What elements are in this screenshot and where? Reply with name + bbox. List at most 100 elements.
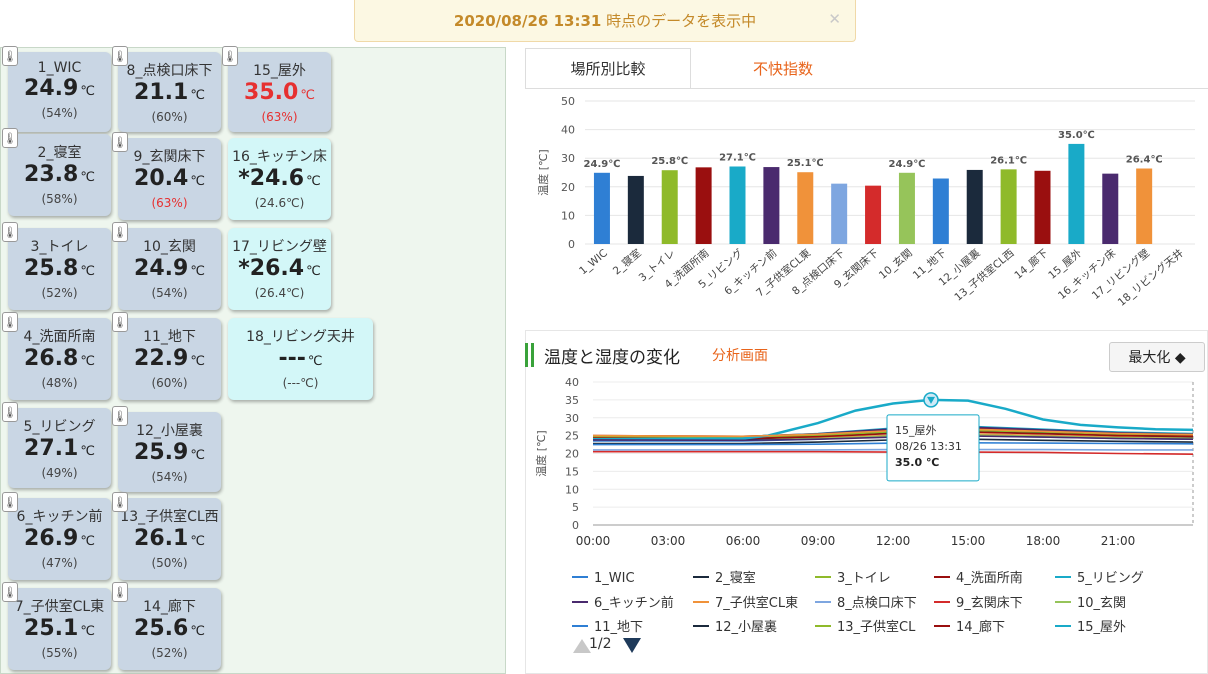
sensor-name: 18_リビング天井 (246, 329, 355, 345)
legend-item[interactable]: 15_屋外 (1055, 620, 1126, 635)
bar (932, 178, 949, 244)
legend-label: 14_廊下 (956, 619, 1005, 635)
sensor-humidity: (49%) (41, 466, 78, 480)
bar (1000, 169, 1017, 244)
tab-discomfort-index[interactable]: 不快指数 (752, 59, 813, 78)
legend-item[interactable]: 8_点検口床下 (815, 596, 917, 611)
bar (966, 169, 983, 244)
maximize-button[interactable]: 最大化 ◆ (1109, 342, 1205, 372)
sensor-name: 3_トイレ (30, 239, 89, 255)
y-tick-label: 5 (572, 501, 579, 514)
series-line (592, 398, 1194, 441)
sensor-card[interactable]: 18_リビング天井 --- ℃ (---℃) (228, 318, 373, 400)
section-title: 温度と湿度の変化 (544, 347, 680, 368)
y-tick-label: 40 (561, 124, 575, 137)
hover-tooltip: 15_屋外 08/26 13:31 35.0 ℃ (886, 414, 980, 482)
thermometer-icon[interactable]: 🌡 (112, 132, 128, 152)
sensor-card[interactable]: 14_廊下 25.6 ℃ (52%) (118, 588, 221, 670)
sensor-card[interactable]: 4_洗面所南 26.8 ℃ (48%) (8, 318, 111, 400)
temperature-value: 26.9 (24, 526, 79, 551)
sensor-card[interactable]: 16_キッチン床 *24.6 ℃ (24.6℃) (228, 138, 331, 220)
thermometer-icon[interactable]: 🌡 (2, 582, 18, 602)
legend-item[interactable]: 13_子供室CL (815, 619, 916, 635)
thermometer-icon[interactable]: 🌡 (2, 222, 18, 242)
location-compare-panel: 0 10 20 30 40 50 温度 [℃] 1_WIC 2_寝室 3_トイレ 4_洗面所南 5_リ… (525, 88, 1208, 324)
sensor-card[interactable]: 9_玄関床下 20.4 ℃ (63%) (118, 138, 221, 220)
legend-item[interactable]: 5_リビング (1055, 571, 1144, 586)
thermometer-icon[interactable]: 🌡 (2, 492, 18, 512)
y-axis-label: 温度 [℃] (536, 149, 550, 195)
sensor-card[interactable]: 3_トイレ 25.8 ℃ (52%) (8, 228, 111, 310)
thermometer-icon[interactable]: 🌡 (2, 128, 18, 148)
temperature-unit: ℃ (80, 624, 95, 639)
temperature-value: 22.9 (134, 346, 189, 371)
x-tick-label: 15:00 (951, 534, 986, 548)
sensor-name: 7_子供室CL東 (14, 599, 105, 615)
bar (797, 172, 814, 244)
legend-label: 3_トイレ (837, 571, 891, 586)
legend-item[interactable]: 3_トイレ (815, 571, 891, 586)
bar (593, 172, 610, 244)
pager-up-icon[interactable] (573, 639, 591, 653)
temperature-value: 23.8 (24, 162, 79, 187)
bar (627, 175, 644, 244)
sensor-card[interactable]: 1_WIC 24.9 ℃ (54%) (8, 52, 111, 132)
sensor-card[interactable]: 7_子供室CL東 25.1 ℃ (55%) (8, 588, 111, 670)
legend-item[interactable]: 14_廊下 (934, 619, 1005, 635)
thermometer-icon[interactable]: 🌡 (222, 46, 238, 66)
thermometer-icon[interactable]: 🌡 (2, 46, 18, 66)
temperature-value: 25.9 (134, 440, 189, 465)
sensor-card[interactable]: 17_リビング壁 *26.4 ℃ (26.4℃) (228, 228, 331, 310)
thermometer-icon[interactable]: 🌡 (112, 46, 128, 66)
sensor-name: 5_リビング (23, 419, 96, 435)
pager-down-icon[interactable] (623, 638, 641, 653)
thermometer-icon[interactable]: 🌡 (112, 582, 128, 602)
sensor-card[interactable]: 8_点検口床下 21.1 ℃ (60%) (118, 52, 221, 132)
legend-item[interactable]: 6_キッチン前 (572, 595, 674, 611)
legend-item[interactable]: 4_洗面所南 (934, 570, 1023, 586)
y-tick-label: 10 (565, 483, 579, 496)
analysis-link[interactable]: 分析画面 (712, 348, 768, 364)
sensor-humidity: (63%) (151, 196, 188, 210)
thermometer-icon[interactable]: 🌡 (2, 312, 18, 332)
sensor-card[interactable]: 2_寝室 23.8 ℃ (58%) (8, 134, 111, 216)
legend-item[interactable]: 10_玄関 (1055, 596, 1126, 611)
sensor-name: 2_寝室 (37, 145, 82, 161)
sensor-card[interactable]: 11_地下 22.9 ℃ (60%) (118, 318, 221, 400)
thermometer-icon[interactable]: 🌡 (112, 312, 128, 332)
sensor-temperature: 23.8 ℃ (8, 162, 111, 191)
legend-item[interactable]: 12_小屋裏 (693, 620, 777, 635)
sensor-temperature: 25.8 ℃ (8, 256, 111, 285)
tab-location-compare[interactable]: 場所別比較 (525, 48, 691, 88)
sensor-temperature: *24.6 ℃ (228, 166, 331, 195)
legend-label: 10_玄関 (1077, 596, 1126, 611)
sensor-temperature: 24.9 ℃ (118, 256, 221, 285)
x-tick-label: 14_廊下 (1012, 246, 1051, 281)
close-icon[interactable]: ✕ (828, 10, 841, 28)
legend-item[interactable]: 11_地下 (572, 620, 643, 635)
sensor-card[interactable]: 12_小屋裏 25.9 ℃ (54%) (118, 412, 221, 492)
sensor-humidity: (26.4℃) (254, 286, 305, 300)
legend-item[interactable]: 2_寝室 (693, 570, 756, 586)
bar (661, 170, 678, 244)
legend-item[interactable]: 1_WIC (572, 571, 635, 586)
sensor-card[interactable]: 6_キッチン前 26.9 ℃ (47%) (8, 498, 111, 580)
trend-panel (525, 330, 1208, 674)
sensor-card[interactable]: 5_リビング 27.1 ℃ (49%) (8, 408, 111, 488)
data-label: 27.1℃ (719, 152, 756, 163)
thermometer-icon[interactable]: 🌡 (112, 222, 128, 242)
legend-item[interactable]: 7_子供室CL東 (693, 595, 798, 611)
y-tick-label: 20 (561, 181, 575, 194)
thermometer-icon[interactable]: 🌡 (2, 402, 18, 422)
thermometer-icon[interactable]: 🌡 (112, 492, 128, 512)
sensor-card[interactable]: 15_屋外 35.0 ℃ (63%) (228, 52, 331, 132)
legend-label: 1_WIC (594, 571, 635, 586)
sensor-card[interactable]: 10_玄関 24.9 ℃ (54%) (118, 228, 221, 310)
legend-label: 5_リビング (1077, 571, 1144, 586)
legend-item[interactable]: 9_玄関床下 (934, 596, 1023, 611)
sensor-card[interactable]: 13_子供室CL西 26.1 ℃ (50%) (118, 498, 221, 580)
sensor-humidity: (58%) (41, 192, 78, 206)
thermometer-icon[interactable]: 🌡 (112, 406, 128, 426)
banner-suffix: 時点のデータを表示中 (601, 12, 757, 30)
